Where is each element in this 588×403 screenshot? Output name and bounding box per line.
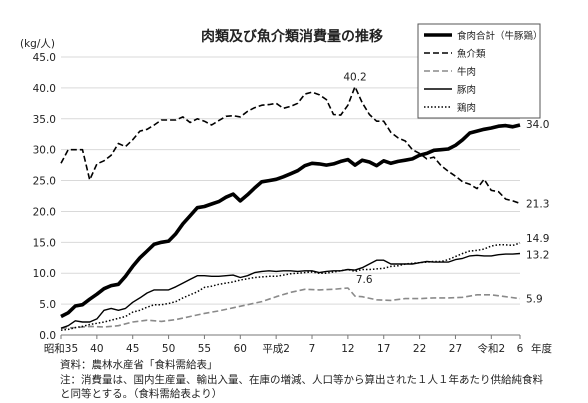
legend-label-beef: 牛肉 xyxy=(457,66,476,78)
legend-label-pork: 豚肉 xyxy=(457,84,476,96)
series-line-seafood xyxy=(60,85,521,205)
y-tick-label: 0.0 xyxy=(39,330,56,342)
data-labels: 34.0 21.3 40.2 5.9 7.6 13.2 14.9 xyxy=(343,72,549,306)
end-value-label-total-meat: 34.0 xyxy=(526,119,549,131)
end-value-label-beef: 5.9 xyxy=(526,294,543,306)
end-value-label-chicken: 14.9 xyxy=(526,233,549,245)
footnote-line-1: 注：消費量は、国内生産量、輸出入量、在庫の増減、人口等から算出された１人１年あた… xyxy=(60,373,543,386)
y-tick-label: 20.0 xyxy=(33,206,56,218)
x-tick-label: 7 xyxy=(309,343,316,355)
y-tick-label: 30.0 xyxy=(33,145,56,157)
y-tick-label: 5.0 xyxy=(39,299,56,311)
x-tick-label: 50 xyxy=(162,343,175,355)
footnote-line-2: と同等とする。（食料需給表より） xyxy=(60,388,223,400)
source-notes: 資料：農林水産省「食料需給表」 注：消費量は、国内生産量、輸出入量、在庫の増減、… xyxy=(60,358,543,402)
x-tick-label: 12 xyxy=(341,343,354,355)
end-value-label-pork: 13.2 xyxy=(526,249,549,261)
y-tick-label: 10.0 xyxy=(33,268,56,280)
y-tick-labels: 0.0 5.0 10.0 15.0 20.0 25.0 30.0 35.0 40.0 45.0 xyxy=(33,52,56,342)
end-value-label-seafood: 21.3 xyxy=(526,198,549,210)
source-note: 資料：農林水産省「食料需給表」 xyxy=(60,359,218,371)
x-tick-label: 60 xyxy=(234,343,247,355)
x-tick-label: 45 xyxy=(126,343,139,355)
gridlines xyxy=(61,56,520,305)
axes xyxy=(60,334,521,339)
x-tick-label: 令和2 xyxy=(477,342,505,355)
y-tick-label: 25.0 xyxy=(33,176,56,188)
x-tick-label: 40 xyxy=(90,343,103,355)
x-tick-label: 17 xyxy=(377,343,390,355)
series-line-pork xyxy=(60,252,521,329)
x-tick-label: 6 xyxy=(517,343,524,355)
x-tick-label: 平成2 xyxy=(262,343,290,355)
x-tick-label: 昭和35 xyxy=(44,343,78,355)
x-tick-label: 55 xyxy=(198,343,211,355)
y-tick-label: 15.0 xyxy=(33,237,56,249)
series-lines xyxy=(60,85,521,331)
x-tick-label: 27 xyxy=(449,343,462,355)
x-axis-label: 年度 xyxy=(531,342,552,355)
y-tick-label: 35.0 xyxy=(33,114,56,126)
series-line-chicken xyxy=(60,242,521,331)
chart-title: 肉類及び魚介類消費量の推移 xyxy=(201,28,383,45)
peak-value-label-seafood: 40.2 xyxy=(343,72,366,84)
y-tick-label: 40.0 xyxy=(33,83,56,95)
legend-label-seafood: 魚介類 xyxy=(457,48,486,60)
legend-label-chicken: 鶏肉 xyxy=(457,102,476,114)
x-tick-label: 22 xyxy=(413,343,426,355)
y-tick-label: 45.0 xyxy=(33,52,56,64)
legend-label-total-meat: 食肉合計（牛豚鶏） xyxy=(457,30,543,42)
y-axis-label: (kg/人) xyxy=(20,38,55,50)
series-line-total-meat xyxy=(60,123,521,319)
series-line-beef xyxy=(60,287,521,329)
peak-value-label-beef: 7.6 xyxy=(356,274,373,286)
x-tick-labels: 昭和35 40 45 50 55 60 平成2 7 12 17 22 27 令和2 6 xyxy=(44,342,524,355)
